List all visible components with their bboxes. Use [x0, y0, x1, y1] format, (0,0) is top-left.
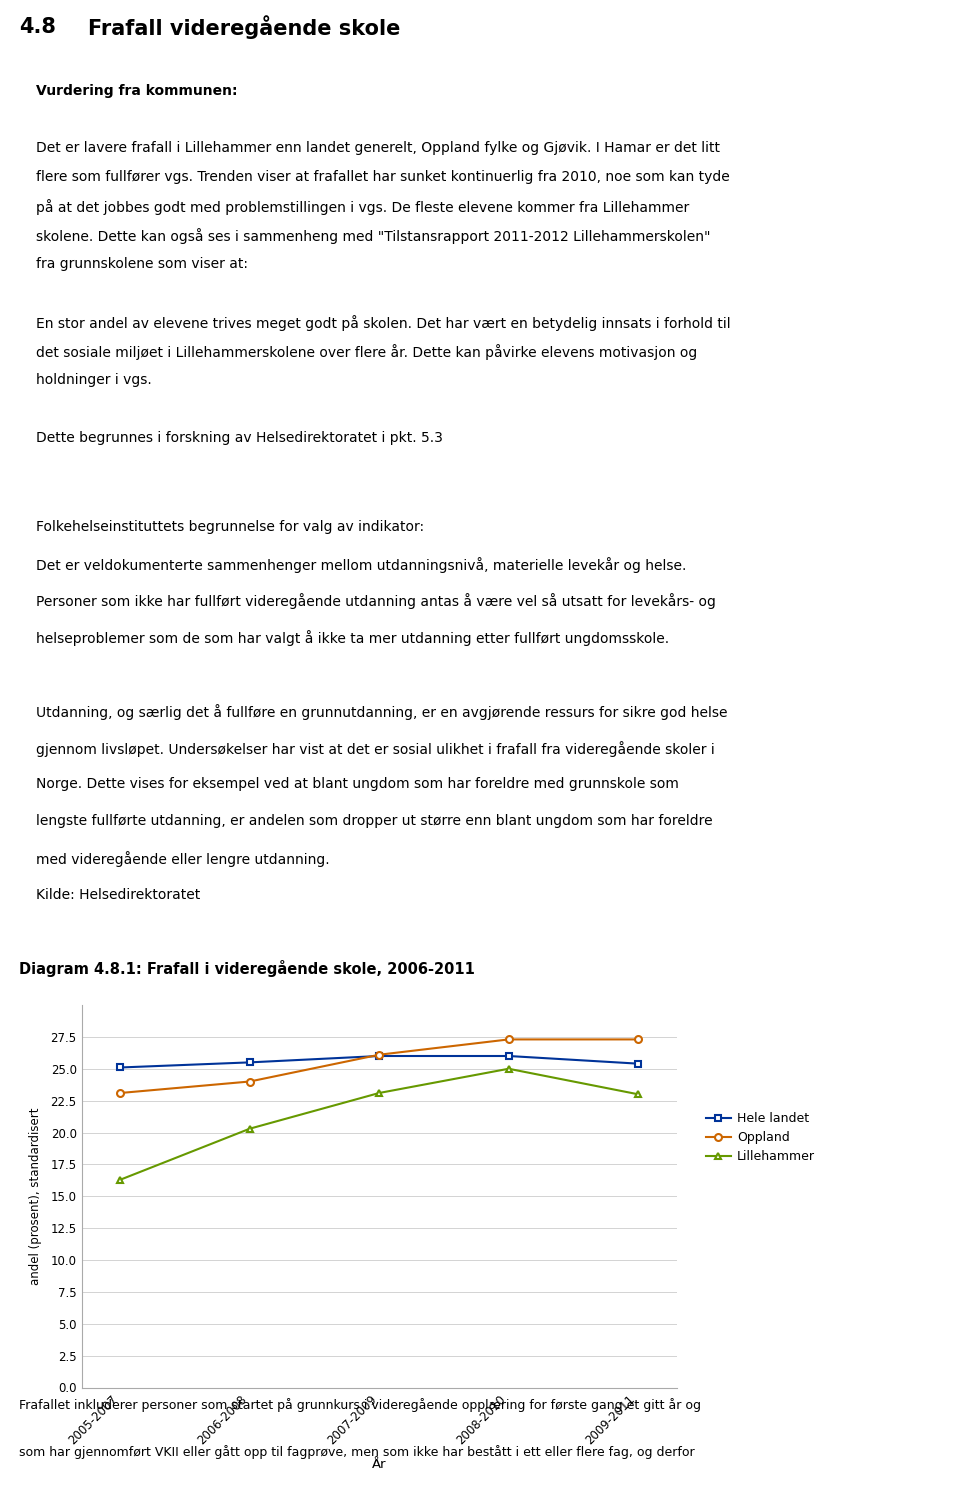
Text: Frafall videregående skole: Frafall videregående skole	[88, 15, 400, 39]
Text: helseproblemer som de som har valgt å ikke ta mer utdanning etter fullført ungdo: helseproblemer som de som har valgt å ik…	[36, 630, 669, 646]
Text: skolene. Dette kan også ses i sammenheng med "Tilstansrapport 2011-2012 Lilleham: skolene. Dette kan også ses i sammenheng…	[36, 228, 710, 244]
Text: det sosiale miljøet i Lillehammerskolene over flere år. Dette kan påvirke eleven: det sosiale miljøet i Lillehammerskolene…	[36, 344, 697, 360]
Text: Folkehelseinstituttets begrunnelse for valg av indikator:: Folkehelseinstituttets begrunnelse for v…	[36, 520, 424, 534]
Text: som har gjennomført VKII eller gått opp til fagprøve, men som ikke har bestått i: som har gjennomført VKII eller gått opp …	[19, 1444, 695, 1460]
Text: Vurdering fra kommunen:: Vurdering fra kommunen:	[36, 84, 237, 98]
Text: holdninger i vgs.: holdninger i vgs.	[36, 374, 152, 387]
Text: gjennom livsløpet. Undersøkelser har vist at det er sosial ulikhet i frafall fra: gjennom livsløpet. Undersøkelser har vis…	[36, 741, 714, 756]
X-axis label: År: År	[372, 1458, 387, 1472]
Legend: Hele landet, Oppland, Lillehammer: Hele landet, Oppland, Lillehammer	[701, 1107, 820, 1168]
Text: En stor andel av elevene trives meget godt på skolen. Det har vært en betydelig : En stor andel av elevene trives meget go…	[36, 315, 731, 332]
Text: 4.8: 4.8	[19, 16, 56, 38]
Text: Diagram 4.8.1: Frafall i videregående skole, 2006-2011: Diagram 4.8.1: Frafall i videregående sk…	[19, 960, 475, 978]
Text: Dette begrunnes i forskning av Helsedirektoratet i pkt. 5.3: Dette begrunnes i forskning av Helsedire…	[36, 430, 443, 445]
Text: Det er lavere frafall i Lillehammer enn landet generelt, Oppland fylke og Gjøvik: Det er lavere frafall i Lillehammer enn …	[36, 141, 720, 156]
Text: flere som fullfører vgs. Trenden viser at frafallet har sunket kontinuerlig fra : flere som fullfører vgs. Trenden viser a…	[36, 171, 730, 184]
Text: Det er veldokumenterte sammenhenger mellom utdanningsnivå, materielle levekår og: Det er veldokumenterte sammenhenger mell…	[36, 556, 686, 573]
Text: Frafallet inkluderer personer som startet på grunnkurs i videregående opplæring : Frafallet inkluderer personer som starte…	[19, 1398, 701, 1411]
Text: fra grunnskolene som viser at:: fra grunnskolene som viser at:	[36, 256, 248, 272]
Text: Personer som ikke har fullført videregående utdanning antas å være vel så utsatt: Personer som ikke har fullført videregåe…	[36, 594, 715, 609]
Text: Norge. Dette vises for eksempel ved at blant ungdom som har foreldre med grunnsk: Norge. Dette vises for eksempel ved at b…	[36, 777, 679, 792]
Text: lengste fullførte utdanning, er andelen som dropper ut større enn blant ungdom s: lengste fullførte utdanning, er andelen …	[36, 815, 712, 828]
Y-axis label: andel (prosent), standardisert: andel (prosent), standardisert	[30, 1107, 42, 1286]
Text: Utdanning, og særlig det å fullføre en grunnutdanning, er en avgjørende ressurs : Utdanning, og særlig det å fullføre en g…	[36, 704, 728, 720]
Text: Kilde: Helsedirektoratet: Kilde: Helsedirektoratet	[36, 888, 200, 902]
Text: med videregående eller lengre utdanning.: med videregående eller lengre utdanning.	[36, 850, 329, 867]
Text: på at det jobbes godt med problemstillingen i vgs. De fleste elevene kommer fra : på at det jobbes godt med problemstillin…	[36, 200, 689, 214]
